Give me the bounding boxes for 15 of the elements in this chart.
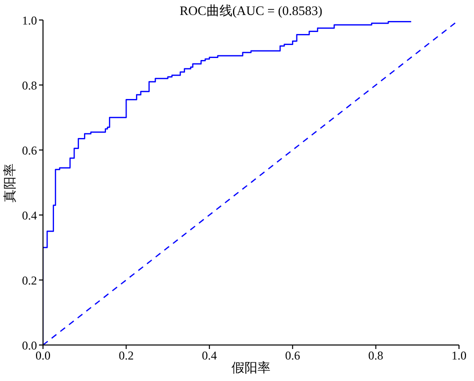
- x-axis-title: 假阳率: [232, 360, 270, 375]
- y-tick-label: 0.6: [22, 143, 37, 158]
- y-tick-label: 0.0: [22, 338, 37, 352]
- x-tick-label: 0.6: [285, 348, 300, 363]
- y-axis-title: 真阳率: [2, 164, 18, 202]
- y-tick-label: 0.2: [22, 273, 37, 288]
- x-tick-label: 0.0: [36, 348, 50, 363]
- x-tick-label: 0.2: [118, 348, 134, 363]
- chart-title: ROC曲线(AUC = (0.8583): [178, 2, 324, 20]
- x-tick-label: 1.0: [452, 348, 466, 363]
- y-tick-label: 0.4: [22, 208, 37, 222]
- x-tick-label: 0.4: [202, 348, 217, 363]
- y-tick-label: 1.0: [22, 13, 37, 28]
- y-tick-label: 0.8: [22, 78, 37, 92]
- x-tick-label: 0.8: [368, 348, 384, 363]
